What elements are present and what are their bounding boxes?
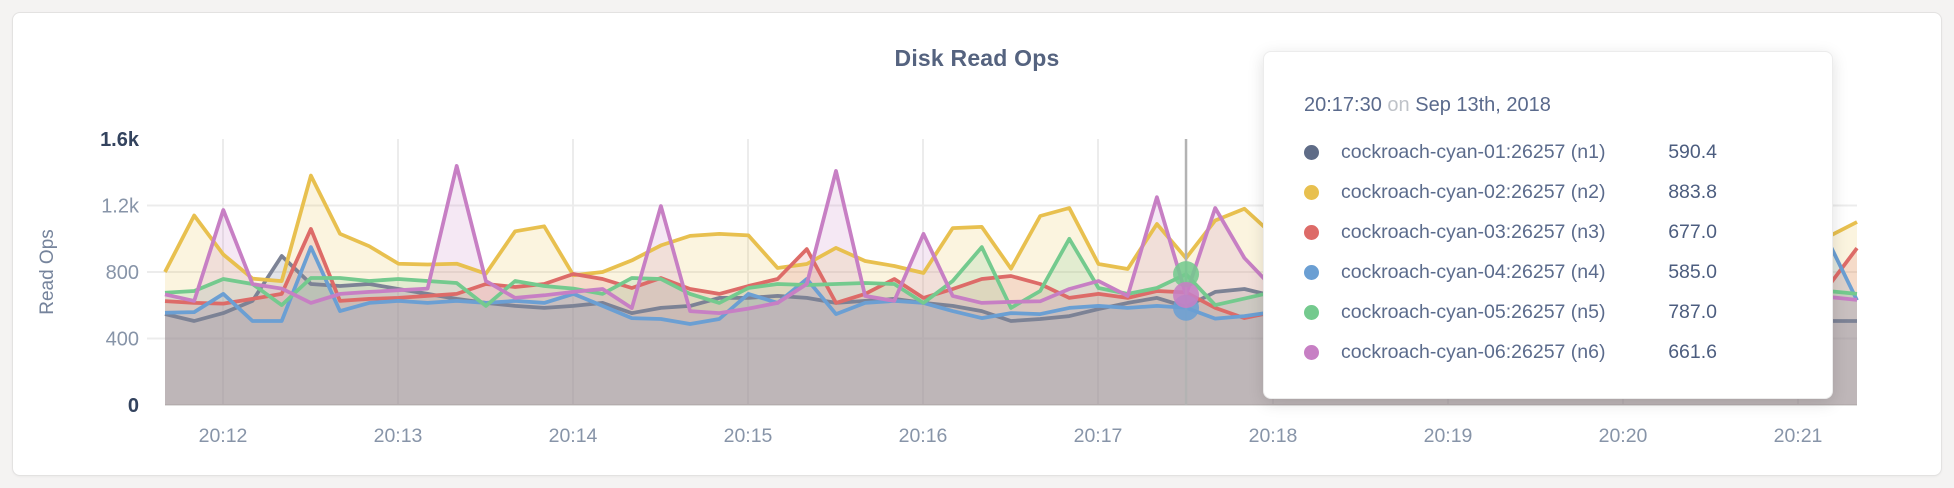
series-value: 677.0 [1668, 220, 1717, 243]
x-tick-label: 20:18 [1249, 425, 1298, 447]
series-color-dot-icon [1304, 304, 1319, 320]
series-name: cockroach-cyan-02:26257 (n2) [1341, 180, 1606, 203]
y-tick-label: 1.2k [101, 196, 140, 218]
tooltip-row: cockroach-cyan-06:26257 (n6) 661.6 [1304, 332, 1792, 372]
y-tick-label: 1.6k [100, 129, 140, 151]
tooltip-header: 20:17:30 on Sep 13th, 2018 [1304, 94, 1792, 122]
series-color-dot-icon [1304, 184, 1319, 200]
y-tick-label: 800 [106, 262, 139, 284]
tooltip-row: cockroach-cyan-02:26257 (n2) 883.8 [1304, 172, 1792, 212]
y-tick-label: 400 [106, 329, 139, 351]
series-name: cockroach-cyan-05:26257 (n5) [1341, 300, 1606, 323]
x-tick-label: 20:16 [899, 425, 948, 447]
x-tick-label: 20:20 [1599, 425, 1648, 447]
series-value: 590.4 [1668, 140, 1717, 163]
series-name: cockroach-cyan-03:26257 (n3) [1341, 220, 1606, 243]
tooltip-conjunction: on [1387, 94, 1410, 116]
series-color-dot-icon [1304, 264, 1319, 280]
chart-panel: 0 400 800 1.2k 1.6k 20:12 20:13 20:14 20:15 20:16… [12, 12, 1942, 476]
y-axis-title: Read Ops [37, 229, 58, 315]
series-name: cockroach-cyan-01:26257 (n1) [1341, 140, 1606, 163]
hover-dot-n5 [1173, 261, 1200, 288]
tooltip-rows: cockroach-cyan-01:26257 (n1) 590.4 cockroa… [1304, 132, 1792, 372]
y-tick-label: 0 [128, 395, 139, 417]
tooltip-row: cockroach-cyan-03:26257 (n3) 677.0 [1304, 212, 1792, 252]
series-name: cockroach-cyan-06:26257 (n6) [1341, 340, 1606, 363]
series-value: 883.8 [1668, 180, 1717, 203]
x-tick-label: 20:12 [199, 425, 248, 447]
series-value: 585.0 [1668, 260, 1717, 283]
tooltip-row: cockroach-cyan-01:26257 (n1) 590.4 [1304, 132, 1792, 172]
series-value: 787.0 [1668, 300, 1717, 323]
x-tick-label: 20:19 [1424, 425, 1473, 447]
hover-dot-n6 [1173, 282, 1200, 309]
series-color-dot-icon [1304, 224, 1319, 240]
x-tick-label: 20:14 [549, 425, 598, 447]
series-color-dot-icon [1304, 344, 1319, 360]
tooltip-row: cockroach-cyan-05:26257 (n5) 787.0 [1304, 292, 1792, 332]
tooltip-time: 20:17:30 [1304, 94, 1382, 116]
x-tick-label: 20:15 [724, 425, 773, 447]
series-color-dot-icon [1304, 144, 1319, 160]
chart-title: Disk Read Ops [894, 45, 1060, 71]
tooltip-row: cockroach-cyan-04:26257 (n4) 585.0 [1304, 252, 1792, 292]
x-tick-label: 20:21 [1774, 425, 1823, 447]
x-tick-label: 20:17 [1074, 425, 1123, 447]
x-tick-label: 20:13 [374, 425, 423, 447]
tooltip-date: Sep 13th, 2018 [1415, 94, 1551, 116]
chart-tooltip: 20:17:30 on Sep 13th, 2018 cockroach-cya… [1263, 51, 1833, 399]
series-value: 661.6 [1668, 340, 1717, 363]
series-name: cockroach-cyan-04:26257 (n4) [1341, 260, 1606, 283]
